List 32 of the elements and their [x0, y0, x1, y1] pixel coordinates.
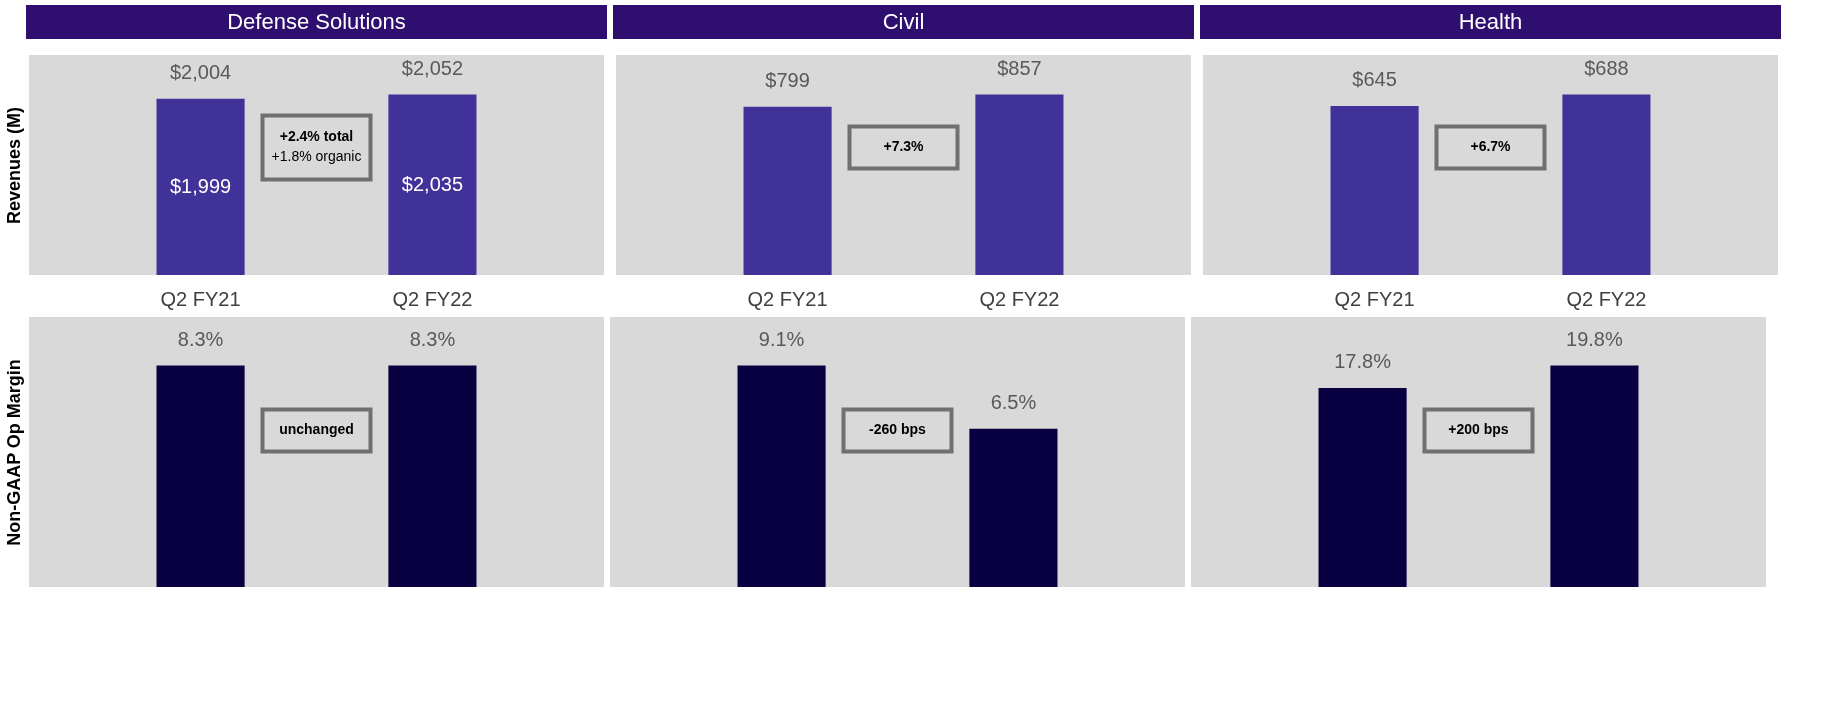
data-label: $688 [1584, 56, 1629, 79]
annotation: +6.7% [1470, 138, 1512, 155]
data-label: 19.8% [1566, 327, 1623, 350]
x-tick-label: Q2 FY22 [392, 287, 473, 310]
data-label: 9.1% [758, 327, 805, 350]
x-tick-label: Q2 FY22 [1566, 287, 1647, 310]
data-label: 6.5% [990, 390, 1037, 413]
annotation: +1.8% organic [271, 148, 362, 165]
annotation: unchanged [279, 421, 354, 438]
chart-title: Health [1458, 9, 1523, 34]
data-label: $799 [765, 68, 810, 91]
data-label: 17.8% [1334, 349, 1392, 372]
y-axis-title: Non-GAAP Op Margin [3, 359, 24, 546]
data-label: $857 [997, 56, 1042, 79]
annotation: +2.4% total [279, 128, 354, 145]
x-tick-label: Q2 FY21 [747, 287, 828, 310]
annotation: +200 bps [1448, 421, 1509, 438]
chart-title: Civil [882, 9, 925, 34]
y-axis-title: Revenues (M) [3, 106, 24, 225]
x-tick-label: Q2 FY21 [1334, 287, 1415, 310]
x-tick-label: Q2 FY22 [979, 287, 1060, 310]
data-label: 8.3% [409, 327, 456, 350]
data-label: $645 [1352, 67, 1397, 90]
annotation: -260 bps [869, 421, 927, 438]
data-label: 8.3% [177, 327, 224, 350]
chart-title: Defense Solutions [227, 9, 406, 34]
x-tick-label: Q2 FY21 [160, 287, 241, 310]
data-label: $2,004 [169, 60, 232, 83]
data-label: $2,052 [401, 56, 464, 79]
annotation: $2,035 [401, 172, 464, 195]
annotation: $1,999 [169, 174, 232, 197]
annotation: +7.3% [883, 138, 925, 155]
